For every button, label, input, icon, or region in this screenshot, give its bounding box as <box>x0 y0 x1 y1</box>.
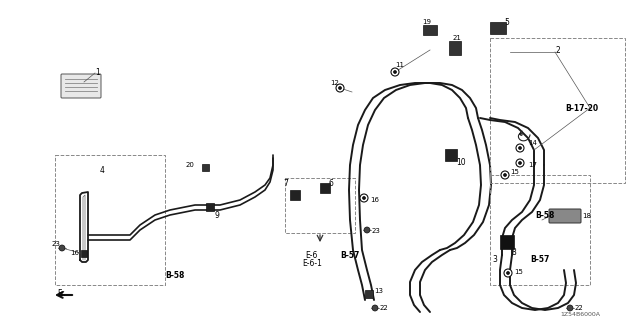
FancyBboxPatch shape <box>61 74 101 98</box>
Text: 1: 1 <box>95 68 100 76</box>
Text: 21: 21 <box>453 35 462 41</box>
Bar <box>445 149 457 161</box>
Bar <box>202 164 209 171</box>
Text: 23: 23 <box>372 228 381 234</box>
Text: 12: 12 <box>330 80 339 86</box>
Bar <box>449 41 461 55</box>
Bar <box>290 190 300 200</box>
Bar <box>206 203 214 211</box>
Text: 16: 16 <box>70 250 79 256</box>
Circle shape <box>516 159 524 167</box>
Circle shape <box>518 162 522 164</box>
Text: 13: 13 <box>374 288 383 294</box>
Circle shape <box>567 305 573 311</box>
Circle shape <box>516 144 524 152</box>
Circle shape <box>504 269 512 277</box>
Text: 2: 2 <box>555 45 560 54</box>
Circle shape <box>336 84 344 92</box>
Text: 14: 14 <box>528 140 537 146</box>
Circle shape <box>391 68 399 76</box>
Bar <box>285 178 355 233</box>
Text: 8: 8 <box>512 247 516 257</box>
Circle shape <box>518 147 522 149</box>
Text: 10: 10 <box>456 157 466 166</box>
Circle shape <box>394 70 397 74</box>
Text: 22: 22 <box>575 305 584 311</box>
Text: 15: 15 <box>510 169 519 175</box>
Circle shape <box>59 245 65 251</box>
Circle shape <box>372 305 378 311</box>
Bar <box>55 155 165 285</box>
Circle shape <box>364 227 370 233</box>
Text: 20: 20 <box>186 162 195 168</box>
Text: 19: 19 <box>422 19 431 25</box>
Circle shape <box>506 271 509 275</box>
Circle shape <box>360 194 368 202</box>
Text: B-58: B-58 <box>535 211 554 220</box>
Text: 18: 18 <box>582 213 591 219</box>
Text: 22: 22 <box>380 305 388 311</box>
Text: 7: 7 <box>283 179 288 188</box>
Bar <box>490 38 625 183</box>
Text: E-6: E-6 <box>305 251 317 260</box>
Text: 1Z54B6000A: 1Z54B6000A <box>560 311 600 316</box>
Bar <box>490 22 506 34</box>
Bar <box>81 250 87 257</box>
Circle shape <box>504 173 506 177</box>
Text: 5: 5 <box>504 18 509 27</box>
Bar <box>320 183 330 193</box>
Bar <box>365 290 373 298</box>
Text: 11: 11 <box>395 62 404 68</box>
Text: 6: 6 <box>328 179 333 188</box>
Text: 17: 17 <box>528 162 537 168</box>
Text: B-57: B-57 <box>530 255 549 265</box>
Text: 4: 4 <box>100 165 105 174</box>
Text: E-6-1: E-6-1 <box>302 260 322 268</box>
Circle shape <box>362 196 365 199</box>
Bar <box>500 235 514 249</box>
Text: B-17-20: B-17-20 <box>565 103 598 113</box>
FancyBboxPatch shape <box>549 209 581 223</box>
Circle shape <box>339 86 342 90</box>
Text: 3: 3 <box>492 255 497 265</box>
Text: 16: 16 <box>370 197 379 203</box>
Circle shape <box>501 171 509 179</box>
Text: Fr.: Fr. <box>57 289 66 298</box>
Bar <box>490 175 590 285</box>
Text: 23: 23 <box>52 241 61 247</box>
Text: 9: 9 <box>214 211 219 220</box>
Bar <box>423 25 437 35</box>
Text: B-58: B-58 <box>165 270 184 279</box>
Text: 15: 15 <box>514 269 523 275</box>
Text: B-57: B-57 <box>340 251 360 260</box>
